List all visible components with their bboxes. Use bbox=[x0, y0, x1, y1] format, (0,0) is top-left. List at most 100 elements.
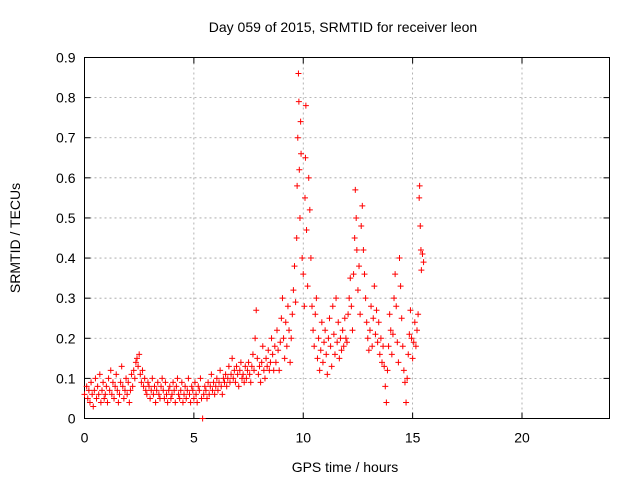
data-point bbox=[302, 194, 308, 201]
data-point bbox=[359, 202, 366, 209]
data-point bbox=[345, 311, 352, 318]
data-point bbox=[368, 303, 375, 310]
data-point bbox=[163, 391, 170, 398]
data-point bbox=[275, 347, 282, 354]
data-point bbox=[170, 379, 177, 386]
data-point bbox=[379, 359, 385, 366]
data-point bbox=[230, 375, 237, 382]
data-point bbox=[204, 395, 210, 402]
data-point bbox=[130, 367, 137, 374]
data-point bbox=[141, 375, 148, 382]
data-point bbox=[319, 359, 326, 366]
data-point bbox=[142, 387, 149, 394]
data-point bbox=[173, 383, 180, 390]
data-point bbox=[199, 415, 206, 422]
data-point bbox=[176, 395, 183, 402]
data-point bbox=[150, 391, 157, 398]
data-point bbox=[93, 395, 100, 402]
data-point bbox=[100, 379, 107, 386]
data-point bbox=[364, 335, 371, 342]
data-point bbox=[221, 379, 228, 386]
data-point bbox=[284, 303, 291, 310]
data-point bbox=[197, 375, 204, 382]
data-point bbox=[128, 371, 135, 378]
data-point bbox=[118, 363, 125, 370]
data-point bbox=[137, 371, 144, 378]
data-point bbox=[290, 287, 297, 294]
x-tick-label: 10 bbox=[295, 430, 311, 446]
data-point bbox=[200, 391, 207, 398]
data-point bbox=[153, 387, 160, 394]
data-point bbox=[293, 235, 300, 241]
data-point bbox=[85, 387, 92, 394]
data-point bbox=[121, 387, 128, 394]
data-point bbox=[384, 367, 391, 374]
data-point bbox=[102, 391, 109, 398]
data-point bbox=[291, 263, 298, 270]
data-point bbox=[136, 351, 143, 358]
data-point bbox=[253, 307, 260, 314]
data-point bbox=[240, 371, 247, 378]
data-point bbox=[416, 194, 423, 201]
data-point bbox=[294, 134, 301, 141]
data-point bbox=[330, 331, 337, 338]
data-point bbox=[391, 295, 398, 302]
data-point bbox=[302, 102, 309, 109]
data-point bbox=[155, 391, 162, 398]
data-point bbox=[111, 395, 118, 402]
data-point bbox=[381, 363, 388, 370]
data-point bbox=[360, 247, 367, 254]
x-tick-labels: 0 5 10 15 20 bbox=[81, 430, 530, 446]
data-point bbox=[198, 395, 205, 402]
data-point bbox=[363, 319, 370, 326]
data-point bbox=[162, 379, 169, 386]
x-tick-label: 15 bbox=[405, 430, 421, 446]
data-point bbox=[415, 311, 422, 318]
data-point bbox=[337, 335, 344, 342]
data-point bbox=[410, 339, 417, 346]
data-point bbox=[185, 375, 192, 382]
data-point bbox=[357, 311, 364, 318]
data-points bbox=[81, 70, 427, 422]
data-point bbox=[149, 375, 156, 382]
data-point bbox=[420, 259, 427, 266]
data-point bbox=[224, 375, 231, 382]
data-point bbox=[252, 335, 259, 342]
data-point bbox=[408, 335, 415, 342]
data-point bbox=[329, 303, 336, 310]
data-point bbox=[366, 327, 373, 334]
data-point bbox=[195, 383, 202, 390]
data-point bbox=[108, 391, 115, 398]
data-point bbox=[296, 214, 303, 221]
data-point bbox=[117, 379, 124, 386]
data-point bbox=[278, 315, 285, 322]
data-point bbox=[300, 271, 307, 278]
data-point bbox=[307, 255, 314, 262]
data-point bbox=[304, 283, 311, 290]
data-point bbox=[196, 387, 203, 394]
data-point bbox=[92, 375, 99, 382]
data-point bbox=[151, 383, 158, 390]
data-point bbox=[302, 154, 309, 161]
data-point bbox=[193, 391, 200, 398]
y-tick-label: 0.2 bbox=[56, 330, 76, 346]
data-point bbox=[139, 367, 146, 374]
data-point bbox=[90, 403, 97, 410]
data-point bbox=[399, 343, 406, 350]
data-point bbox=[313, 295, 320, 302]
data-point bbox=[113, 371, 120, 378]
data-point bbox=[212, 383, 219, 390]
data-point bbox=[119, 383, 126, 390]
data-point bbox=[418, 267, 425, 274]
data-point bbox=[394, 339, 401, 346]
data-point bbox=[126, 399, 133, 406]
data-point bbox=[186, 391, 193, 398]
data-point bbox=[103, 383, 110, 390]
data-point bbox=[417, 222, 424, 229]
data-point bbox=[83, 383, 90, 390]
data-point bbox=[377, 335, 384, 342]
data-point bbox=[387, 327, 394, 334]
data-point bbox=[277, 339, 284, 346]
data-point bbox=[383, 399, 390, 406]
data-point bbox=[251, 367, 258, 374]
